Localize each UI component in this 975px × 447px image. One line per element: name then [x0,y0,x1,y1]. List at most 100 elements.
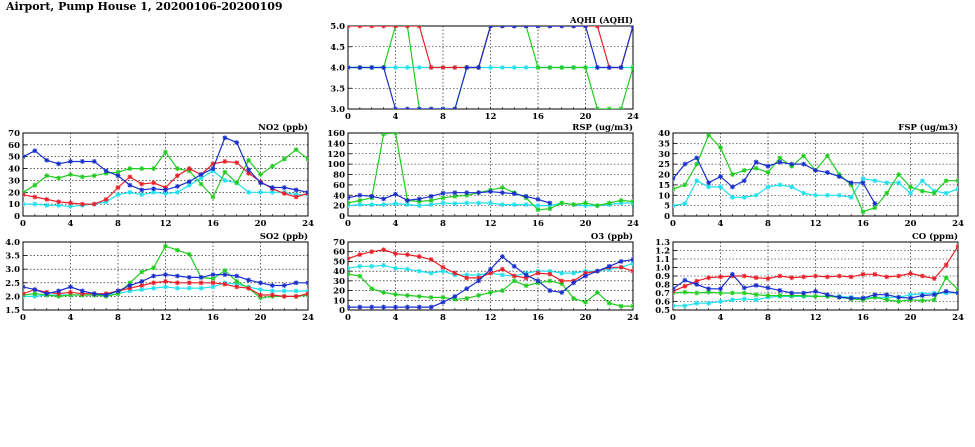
data-point [381,247,387,253]
data-point [511,278,517,284]
x-tick-label: 20 [255,219,267,229]
y-tick-label: 70 [333,238,345,248]
data-point [801,190,807,196]
data-point [404,293,410,298]
data-point [606,300,612,306]
data-point [547,200,553,206]
data-point [694,178,700,184]
data-point [44,202,50,208]
data-point [583,270,588,276]
y-tick-label: 20 [8,188,20,198]
data-point [813,288,818,294]
y-tick-label: 40 [8,165,20,175]
data-point [281,191,287,196]
data-point [404,26,410,29]
series-red [673,243,958,294]
x-tick-label: 4 [68,219,74,229]
data-point [174,247,180,253]
x-tick-label: 8 [115,313,121,323]
data-point [765,170,771,175]
data-point [127,182,133,188]
data-point [813,167,818,173]
data-point [464,275,470,281]
data-point [32,182,38,188]
data-point [908,184,913,190]
data-point [694,278,700,284]
series-cyan [348,65,633,70]
data-point [246,157,252,163]
data-point [559,200,565,206]
data-point [571,65,577,70]
y-tick-label: 50 [8,153,20,163]
data-point [234,281,240,287]
data-point [618,198,624,203]
data-point [127,280,133,286]
data-point [56,161,62,167]
data-point [174,173,180,179]
data-point [777,155,783,161]
x-tick-label: 0 [345,112,351,122]
y-tick-label: 1.3 [655,238,670,248]
data-point [682,283,688,289]
data-point [836,174,842,179]
data-point [369,202,375,207]
x-tick-label: 12 [160,313,172,323]
data-point [682,161,688,167]
data-point [511,263,517,269]
data-point [571,295,577,301]
y-tick-label: 0 [339,306,345,316]
data-point [174,183,180,189]
data-point [499,254,505,259]
data-point [222,178,228,183]
chart-aqhi: 3.0 3.5 4.0 4.5 5.0 0 4 8 12 16 20 24 AQHI (AQHI) [330,15,639,122]
data-point [836,294,842,300]
data-point [348,26,351,29]
y-tick-label: 4.0 [330,64,345,74]
data-point [630,257,633,262]
data-point [630,199,633,204]
data-point [404,106,410,109]
data-point [896,294,902,300]
data-point [393,26,398,29]
data-point [416,65,422,70]
data-point [428,202,434,207]
data-point [163,187,168,193]
data-point [23,192,26,198]
data-point [222,268,228,273]
data-point [222,159,228,164]
data-point [476,293,482,298]
data-point [139,269,145,275]
series-blue [23,135,308,195]
data-point [222,169,228,175]
data-point [777,273,783,279]
data-point [908,292,913,298]
data-point [606,200,612,206]
chart-title: CO (ppm) [912,231,958,242]
data-point [476,200,482,206]
data-point [68,289,73,295]
data-point [139,166,145,171]
data-point [198,175,204,181]
y-tick-label: 100 [327,160,345,170]
data-point [682,201,688,206]
data-point [440,294,446,300]
data-point [139,181,145,187]
data-point [246,167,252,173]
data-point [428,106,434,109]
data-point [718,299,723,304]
data-point [630,268,633,274]
data-point [682,289,688,295]
data-point [706,300,712,306]
data-point [381,196,387,202]
data-point [115,173,121,179]
data-point [369,65,375,70]
data-point [440,264,446,270]
data-point [464,286,470,292]
data-point [919,298,925,304]
data-point [44,197,50,202]
data-point [440,190,446,196]
data-point [896,180,902,186]
y-tick-label: 30 [8,176,20,186]
data-point [706,180,712,186]
data-point [103,292,109,298]
